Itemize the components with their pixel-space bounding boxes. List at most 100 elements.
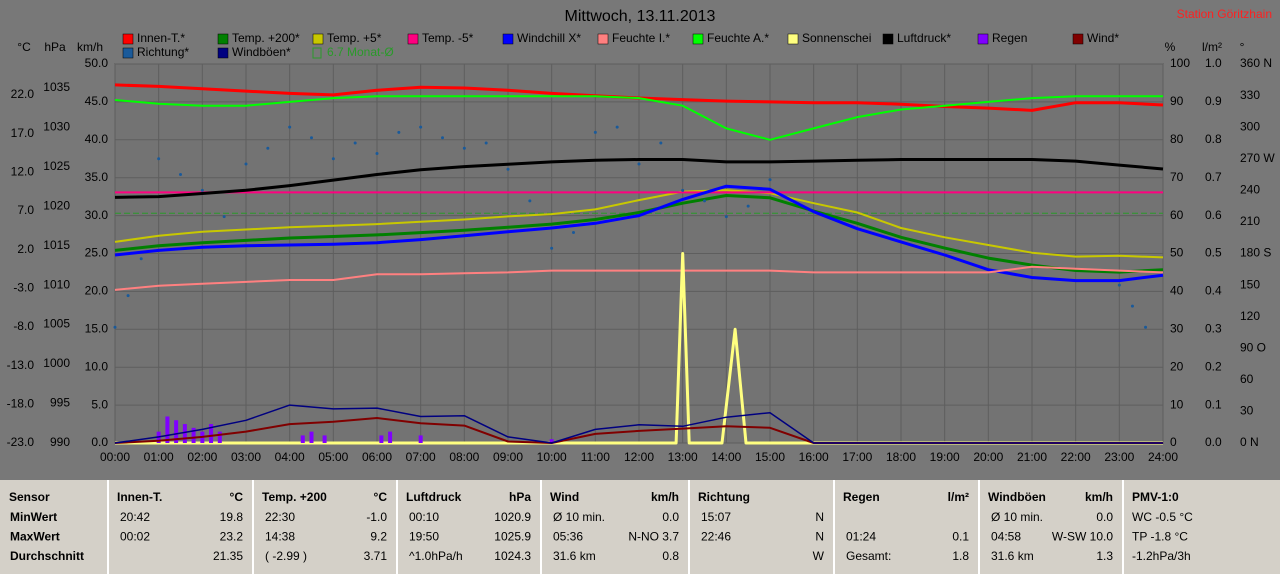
x-tick-label: 19:00 — [930, 450, 960, 464]
y-tick-label: 50.0 — [85, 56, 109, 70]
table-cell: 01:24 — [846, 530, 876, 544]
axis-label: l/m² — [1202, 40, 1222, 54]
axis-label: % — [1165, 40, 1176, 54]
table-cell: 1024.3 — [494, 549, 531, 563]
legend-swatch — [312, 47, 322, 59]
axis-label: km/h — [77, 40, 103, 54]
y-tick-label: 0.7 — [1205, 170, 1222, 184]
table-cell: 00:10 — [409, 510, 439, 524]
x-tick-label: 02:00 — [187, 450, 217, 464]
table-cell: 05:36 — [553, 530, 583, 544]
legend-swatch — [407, 33, 419, 45]
x-tick-label: 16:00 — [799, 450, 829, 464]
column-header: Sensor — [9, 490, 50, 504]
column-unit: hPa — [509, 490, 531, 504]
direction-dot — [179, 173, 182, 177]
y-tick-label: 45.0 — [85, 94, 109, 108]
direction-dot — [637, 162, 641, 166]
y-tick-label: 210 — [1240, 214, 1260, 228]
table-cell: N — [815, 510, 824, 524]
y-tick-label: 270 W — [1240, 151, 1275, 165]
y-tick-label: 20.0 — [85, 284, 109, 298]
x-tick-label: 12:00 — [624, 450, 654, 464]
direction-dot — [550, 246, 554, 250]
y-tick-label: 80 — [1170, 132, 1184, 146]
legend-swatch — [217, 47, 229, 59]
direction-dot — [572, 230, 575, 234]
table-cell: 19.8 — [220, 510, 244, 524]
column-header: Richtung — [698, 490, 750, 504]
x-tick-label: 00:00 — [100, 450, 130, 464]
y-tick-label: 1015 — [43, 238, 70, 252]
x-tick-label: 03:00 — [231, 450, 261, 464]
table-cell: WC -0.5 °C — [1132, 510, 1193, 524]
y-tick-label: 0.1 — [1205, 397, 1222, 411]
direction-dot — [113, 325, 117, 329]
direction-dot — [353, 141, 357, 145]
x-tick-label: 10:00 — [537, 450, 567, 464]
table-cell: N-NO 3.7 — [628, 530, 679, 544]
column-header: Regen — [843, 490, 880, 504]
legend-swatch — [122, 47, 134, 59]
table-cell: 3.71 — [364, 549, 388, 563]
series-line — [114, 194, 1164, 274]
x-tick-label: 13:00 — [668, 450, 698, 464]
direction-dot — [331, 157, 335, 161]
legend-label: Temp. +5* — [327, 31, 382, 45]
direction-dot — [1144, 325, 1148, 329]
table-cell: 31.6 km — [991, 549, 1034, 563]
rain-bar — [165, 416, 170, 443]
rain-bar — [209, 424, 214, 443]
direction-dot — [506, 167, 510, 171]
legend-swatch — [787, 33, 799, 45]
y-tick-label: 150 — [1240, 277, 1260, 291]
column-header: Innen-T. — [117, 490, 162, 504]
table-cell: W — [813, 549, 825, 563]
direction-dot — [615, 125, 619, 129]
series-line — [114, 265, 1164, 291]
x-tick-label: 17:00 — [842, 450, 872, 464]
y-tick-label: 330 — [1240, 88, 1260, 102]
series-line — [114, 158, 1164, 199]
y-tick-label: 1000 — [43, 356, 70, 370]
y-tick-label: 1020 — [43, 198, 70, 212]
direction-dot — [1117, 283, 1121, 287]
y-tick-label: 1030 — [43, 119, 70, 133]
x-tick-label: 14:00 — [711, 450, 741, 464]
x-tick-label: 04:00 — [275, 450, 305, 464]
series-line — [115, 252, 1163, 445]
series-line — [114, 189, 1164, 259]
x-tick-label: 07:00 — [406, 450, 436, 464]
direction-dot — [1130, 304, 1134, 308]
rain-bar — [174, 420, 179, 443]
table-cell: 19:50 — [409, 530, 439, 544]
legend-label: Feuchte I.* — [612, 31, 670, 45]
legend-swatch — [217, 33, 229, 45]
y-tick-label: 1025 — [43, 159, 70, 173]
y-tick-label: 40.0 — [85, 132, 109, 146]
table-cell: 31.6 km — [553, 549, 596, 563]
table-cell: 0.0 — [662, 510, 679, 524]
y-tick-label: 0.5 — [1205, 246, 1222, 260]
direction-dot — [768, 178, 772, 182]
x-tick-label: 09:00 — [493, 450, 523, 464]
direction-dot — [222, 215, 226, 219]
column-header: Windböen — [988, 490, 1046, 504]
y-tick-label: 0.3 — [1205, 321, 1222, 335]
table-cell: Ø 10 min. — [553, 510, 605, 524]
rain-bar — [379, 435, 384, 443]
table-cell: MaxWert — [10, 530, 60, 544]
y-tick-label: 0 — [1170, 435, 1177, 449]
legend-label: Luftdruck* — [897, 31, 951, 45]
y-tick-label: 0.0 — [91, 435, 108, 449]
column-unit: °C — [374, 490, 388, 504]
column-unit: l/m² — [948, 490, 969, 504]
table-cell: 1025.9 — [494, 530, 531, 544]
y-tick-label: 360 N — [1240, 56, 1272, 70]
table-cell: Ø 10 min. — [991, 510, 1043, 524]
y-tick-label: 40 — [1170, 284, 1184, 298]
table-cell: Gesamt: — [846, 549, 891, 563]
rain-bar — [309, 431, 314, 443]
table-cell: 22:46 — [701, 530, 731, 544]
